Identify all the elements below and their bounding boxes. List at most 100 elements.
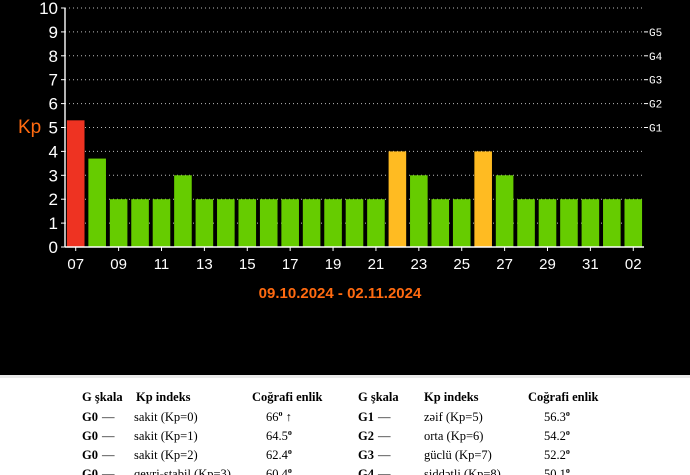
y-tick-label-2: 2 [49, 190, 58, 209]
bar-day-27 [495, 175, 514, 247]
x-tick-label-29: 29 [539, 256, 556, 273]
kp-index-cell: zəif (Kp=5) [424, 410, 483, 424]
degree-mark: o [565, 428, 570, 438]
g-scale-legend: G şkala Kp indeks Coğrafi enlik G0— sakit… [0, 378, 690, 475]
latitude-cell: 52.2o [520, 446, 618, 465]
x-tick-label-15: 15 [239, 256, 256, 273]
table-header-row: G şkala Kp indeks Coğrafi enlik [82, 390, 342, 408]
bar-day-14 [217, 199, 235, 247]
x-tick-label-11: 11 [154, 256, 170, 273]
dash-separator: — [101, 448, 115, 462]
bar-day-28 [517, 199, 535, 247]
right-label-G3: G3 [649, 76, 662, 88]
y-tick-label-10: 10 [39, 0, 58, 18]
bar-day-01 [603, 199, 621, 247]
bar-day-16 [259, 199, 278, 247]
g-level: G1 [358, 410, 374, 424]
y-tick-label-6: 6 [49, 95, 58, 114]
bar-day-24 [431, 199, 450, 247]
latitude-cell: 62.4o [246, 446, 342, 465]
table-row: G0— sakit (Kp=0) 66o ↑ [82, 408, 342, 427]
header-g-scale: G şkala [82, 390, 123, 404]
header-kp-index: Kp indeks [424, 390, 479, 404]
bar-day-26 [474, 151, 492, 247]
bar-day-22 [388, 151, 407, 247]
latitude-value: 62.4 [266, 448, 288, 463]
latitude-value: 54.2 [544, 429, 566, 444]
dash-separator: — [377, 448, 391, 462]
kp-index-cell: sakit (Kp=0) [134, 410, 198, 424]
latitude-value: 52.2 [544, 448, 566, 463]
x-tick-label-31: 31 [582, 256, 599, 273]
x-tick-label-17: 17 [282, 256, 299, 273]
latitude-value: 60.4 [266, 467, 288, 475]
table-row: G0— qeyri-stabil (Kp=3) 60.4o [82, 465, 342, 475]
g-level-cell: G1— [358, 408, 424, 427]
g-level-cell: G4— [358, 465, 424, 475]
latitude-cell: 50.1o [520, 465, 618, 475]
kp-index-cell: qeyri-stabil (Kp=3) [134, 467, 231, 475]
kp-index-cell: sakit (Kp=1) [134, 429, 198, 443]
g-level: G0 [82, 467, 98, 475]
bar-day-07 [66, 120, 85, 247]
g-level: G0 [82, 410, 98, 424]
latitude-cell: 54.2o [520, 427, 618, 446]
x-tick-label-09: 09 [110, 256, 127, 273]
latitude-value: 66 [266, 410, 279, 425]
y-axis-label: Kp [18, 117, 41, 138]
table-row: G2— orta (Kp=6) 54.2o [358, 427, 618, 446]
bar-day-30 [560, 199, 578, 247]
x-tick-label-13: 13 [196, 256, 213, 273]
y-tick-label-8: 8 [49, 47, 58, 66]
bar-day-29 [538, 199, 557, 247]
dash-separator: — [377, 467, 391, 475]
header-g-scale: G şkala [358, 390, 399, 404]
header-latitude: Coğrafi enlik [528, 390, 599, 404]
bar-day-15 [238, 199, 257, 247]
latitude-cell: 56.3o [520, 408, 618, 427]
bar-day-08 [88, 158, 106, 247]
kp-index-cell: orta (Kp=6) [424, 429, 484, 443]
degree-mark: o [287, 447, 292, 457]
y-tick-label-9: 9 [49, 23, 58, 42]
degree-mark: o [278, 409, 283, 419]
y-tick-label-4: 4 [49, 142, 58, 161]
g-level: G2 [358, 429, 374, 443]
bar-day-19 [324, 199, 342, 247]
bar-day-17 [281, 199, 299, 247]
bar-day-11 [152, 199, 171, 247]
g-level-cell: G0— [82, 465, 134, 475]
bar-layer [66, 120, 643, 247]
kp-index-cell: güclü (Kp=7) [424, 448, 492, 462]
kp-chart-panel: 0 1 2 3 4 5 6 7 8 9 10 G1 G2 G3 G4 G5 07 09 11 13 15 17 19 21 23… [0, 0, 690, 375]
g-level-cell: G2— [358, 427, 424, 446]
latitude-value: 64.5 [266, 429, 288, 444]
x-tick-label-21: 21 [368, 256, 385, 273]
bar-day-18 [302, 199, 321, 247]
bar-day-23 [410, 175, 428, 247]
bar-day-20 [345, 199, 364, 247]
x-tick-label-23: 23 [410, 256, 427, 273]
y-tick-label-0: 0 [49, 238, 58, 257]
x-tick-label-02: 02 [625, 256, 642, 273]
right-label-G4: G4 [649, 52, 663, 64]
header-latitude: Coğrafi enlik [252, 390, 323, 404]
bar-day-10 [131, 199, 149, 247]
bar-day-02 [624, 199, 643, 247]
g-level-cell: G0— [82, 408, 134, 427]
dash-separator: — [377, 429, 391, 443]
header-kp-index: Kp indeks [136, 390, 191, 404]
bar-day-09 [109, 199, 128, 247]
x-tick-label-25: 25 [453, 256, 470, 273]
axis-layer [61, 7, 648, 251]
table-row: G0— sakit (Kp=2) 62.4o [82, 446, 342, 465]
bar-day-12 [174, 175, 192, 247]
latitude-cell: 66o ↑ [246, 408, 342, 427]
y-tick-label-7: 7 [49, 71, 58, 90]
degree-mark: o [287, 466, 292, 475]
degree-mark: o [565, 466, 570, 475]
table-row: G4— şiddətli (Kp=8) 50.1o [358, 465, 618, 475]
dash-separator: — [101, 467, 115, 475]
bar-day-31 [581, 199, 600, 247]
